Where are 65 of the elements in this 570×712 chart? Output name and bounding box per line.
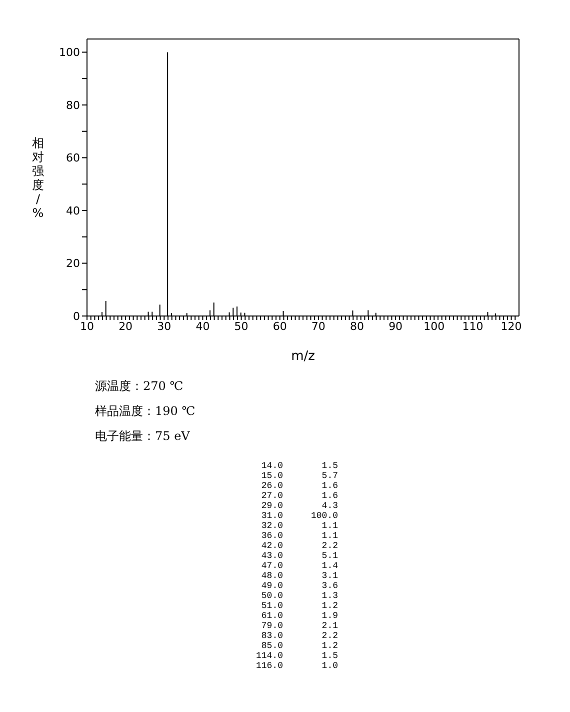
x-axis-title: m/z: [291, 349, 316, 364]
text: 1.1: [320, 521, 338, 531]
text: 5.7: [320, 471, 338, 481]
text: 1.2: [320, 601, 338, 611]
text: 源温度：270 ℃: [95, 378, 184, 395]
text: 1.5: [320, 651, 338, 661]
x-tick-label: 30: [157, 320, 172, 333]
x-tick-label: 70: [311, 320, 326, 333]
text: 32.0: [260, 521, 283, 531]
text: 79.0: [260, 621, 283, 631]
text: 2.1: [320, 621, 338, 631]
text: 83.0: [260, 631, 283, 641]
text: 116.0: [254, 661, 283, 671]
text: 42.0: [260, 541, 283, 551]
text: 85.0: [260, 641, 283, 651]
y-tick-label: 0: [73, 310, 80, 323]
x-tick-label: 10: [80, 320, 94, 333]
y-tick-label: 40: [66, 204, 80, 218]
text: 2.2: [320, 631, 338, 641]
text: 100.0: [310, 511, 338, 521]
text: 2.2: [320, 541, 338, 551]
x-tick-label: 40: [196, 320, 210, 333]
x-tick-label: 120: [500, 320, 522, 333]
text: 1.0: [320, 661, 338, 671]
text: 50.0: [260, 591, 283, 601]
text: 61.0: [260, 611, 283, 621]
y-tick-label: 100: [59, 46, 80, 60]
text: 31.0: [260, 511, 283, 521]
text: 1.1: [320, 531, 338, 541]
x-tick-label: 80: [350, 320, 364, 333]
text: 1.3: [320, 591, 338, 601]
text: 114.0: [254, 651, 283, 661]
text: 电子能量：75 eV: [95, 428, 191, 445]
text: 48.0: [260, 571, 283, 581]
y-axis-title: 相对强度/%: [31, 136, 45, 220]
text: 51.0: [260, 601, 283, 611]
text: 27.0: [260, 491, 283, 501]
text: 1.9: [320, 611, 338, 621]
text: 3.1: [320, 571, 338, 581]
text: 26.0: [260, 481, 283, 491]
text: 36.0: [260, 531, 283, 541]
x-tick-label: 90: [388, 320, 403, 333]
text: 29.0: [260, 501, 283, 511]
text: 1.4: [320, 561, 338, 571]
x-tick-label: 110: [462, 320, 484, 333]
x-tick-label: 50: [234, 320, 248, 333]
text: 5.1: [320, 551, 338, 561]
x-tick-label: 60: [272, 320, 287, 333]
text: 43.0: [260, 551, 283, 561]
y-tick-label: 20: [66, 257, 80, 270]
text: 1.2: [320, 641, 338, 651]
text: 15.0: [260, 471, 283, 481]
text: 3.6: [320, 581, 338, 591]
x-tick-label: 100: [424, 320, 445, 333]
text: 样品温度：190 ℃: [95, 403, 196, 420]
text: 47.0: [260, 561, 283, 571]
x-tick-label: 20: [118, 320, 133, 333]
text: 1.6: [320, 491, 338, 501]
text: 49.0: [260, 581, 283, 591]
text: 1.6: [320, 481, 338, 491]
y-tick-label: 80: [66, 98, 80, 112]
y-tick-label: 60: [66, 152, 80, 165]
text: 4.3: [320, 501, 338, 511]
text: 1.5: [320, 461, 338, 471]
text: 14.0: [260, 461, 283, 471]
